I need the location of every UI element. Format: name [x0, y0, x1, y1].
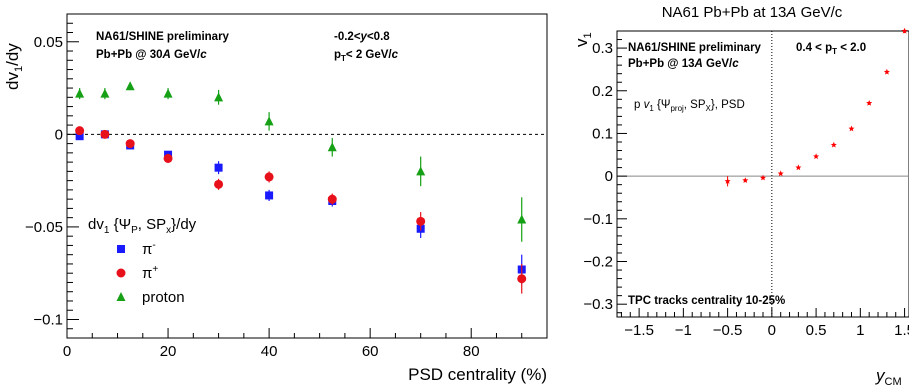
- legend-label-square: π-: [142, 240, 156, 258]
- right-data-point-star: [866, 99, 873, 106]
- right-annotation-system: Pb+Pb @ 13A GeV/c: [628, 58, 739, 70]
- data-point-circle: [125, 139, 135, 149]
- right-x-tick-label: −0.5: [713, 322, 743, 339]
- left-y-tick-label: −0.05: [25, 219, 63, 236]
- left-y-axis-title: dv1/dy: [3, 43, 25, 90]
- right-data-point-star: [759, 174, 767, 181]
- right-y-tick-label: −0.3: [583, 296, 613, 313]
- right-data-point-star: [742, 177, 749, 183]
- right-annotation-method: p v1 {Ψproj, SPX}, PSD: [634, 99, 745, 113]
- right-x-tick-label: 0: [768, 322, 776, 339]
- left-x-tick-label: 20: [160, 343, 177, 360]
- data-point-circle: [75, 126, 85, 136]
- data-point-circle: [264, 172, 274, 182]
- left-y-tick-label: −0.1: [33, 311, 63, 328]
- data-point-triangle: [517, 214, 527, 224]
- right-x-tick-label: −1.5: [624, 322, 654, 339]
- data-point-square: [214, 163, 223, 172]
- data-point-circle: [327, 194, 337, 204]
- right-data-point-star: [777, 170, 784, 177]
- left-chart: 0 20 40 60 80 0.05 0 −0.05 −0.1 NA61/SHINE preli…: [3, 13, 548, 384]
- left-y-tick-label: 0: [55, 126, 63, 143]
- data-point-triangle: [327, 142, 337, 152]
- left-axis-ticks: 0 20 40 60 80 0.05 0 −0.05 −0.1: [25, 13, 548, 360]
- right-data-point-star: [830, 141, 837, 148]
- right-data-point-star: [901, 27, 908, 34]
- data-point-circle: [517, 274, 527, 284]
- right-y-tick-label: 0.1: [592, 125, 613, 142]
- left-y-tick-label: 0.05: [34, 34, 63, 51]
- legend-marker-triangle: [116, 292, 126, 301]
- right-chart: NA61 Pb+Pb at 13A GeV/c −1.5 −1 −0.5 0 0.5 1 1…: [572, 4, 909, 387]
- legend-label-triangle: proton: [142, 289, 185, 306]
- left-x-tick-label: 60: [362, 343, 379, 360]
- right-x-axis-title: yCM: [875, 366, 902, 387]
- left-annotation-system: Pb+Pb @ 30A GeV/c: [96, 49, 207, 61]
- right-data-point-star: [883, 68, 890, 75]
- data-point-triangle: [163, 88, 173, 98]
- right-data-point-star: [848, 125, 855, 132]
- left-x-tick-label: 40: [261, 343, 278, 360]
- right-y-tick-label: 0.2: [592, 83, 613, 100]
- data-point-circle: [163, 153, 173, 163]
- right-y-tick-label: 0: [605, 168, 613, 185]
- data-point-circle: [214, 179, 224, 189]
- right-annotation-centrality: TPC tracks centrality 10-25%: [628, 295, 785, 307]
- right-data-points: [724, 27, 908, 187]
- left-annotation-collab: NA61/SHINE preliminary: [96, 31, 230, 43]
- data-point-triangle: [264, 116, 274, 126]
- data-point-triangle: [100, 88, 110, 98]
- legend-marker-square: [117, 245, 125, 253]
- data-point-circle: [416, 216, 426, 226]
- data-point-square: [265, 191, 274, 200]
- left-annotation-rapidity: -0.2<y<0.8: [334, 31, 390, 43]
- right-x-tick-label: 1: [856, 322, 864, 339]
- left-x-axis-title: PSD centrality (%): [408, 365, 547, 384]
- data-point-square: [75, 132, 84, 141]
- left-x-tick-label: 80: [463, 343, 480, 360]
- left-annotation-pt: pT< 2 GeV/c: [334, 49, 399, 63]
- right-chart-title: NA61 Pb+Pb at 13A GeV/c: [662, 4, 843, 21]
- data-point-triangle: [214, 92, 224, 102]
- right-data-point-star: [795, 164, 802, 171]
- left-legend: dv1 {ΨP, SPx}/dy π-π+ proton: [88, 216, 197, 306]
- right-plot-frame: [616, 30, 909, 318]
- right-annotation-pt: 0.4 < pT < 2.0: [796, 42, 866, 56]
- data-point-triangle: [75, 88, 85, 98]
- right-x-tick-label: −1: [675, 322, 692, 339]
- data-point-circle: [100, 129, 110, 139]
- left-data-points: [75, 81, 527, 294]
- right-axis-ticks: −1.5 −1 −0.5 0 0.5 1 1.5 0.3 0.2 0.1 0 −0.1 −0.2 −0.3: [583, 30, 909, 339]
- right-data-point-star: [724, 178, 731, 184]
- right-y-axis-title: v1: [572, 32, 594, 47]
- right-data-point-star: [813, 153, 820, 160]
- legend-title: dv1 {ΨP, SPx}/dy: [88, 216, 197, 236]
- right-y-tick-label: −0.1: [583, 211, 613, 228]
- right-y-tick-label: −0.2: [583, 254, 613, 271]
- right-x-tick-label: 1.5: [894, 322, 909, 339]
- right-annotation-collab: NA61/SHINE preliminary: [628, 42, 762, 54]
- data-point-triangle: [416, 166, 426, 176]
- data-point-triangle: [125, 81, 135, 91]
- right-y-tick-label: 0.3: [592, 40, 613, 57]
- legend-label-circle: π+: [142, 264, 158, 282]
- legend-marker-circle: [116, 268, 126, 278]
- right-x-tick-label: 0.5: [806, 322, 827, 339]
- left-x-tick-label: 0: [63, 343, 71, 360]
- left-plot-frame: [66, 13, 548, 339]
